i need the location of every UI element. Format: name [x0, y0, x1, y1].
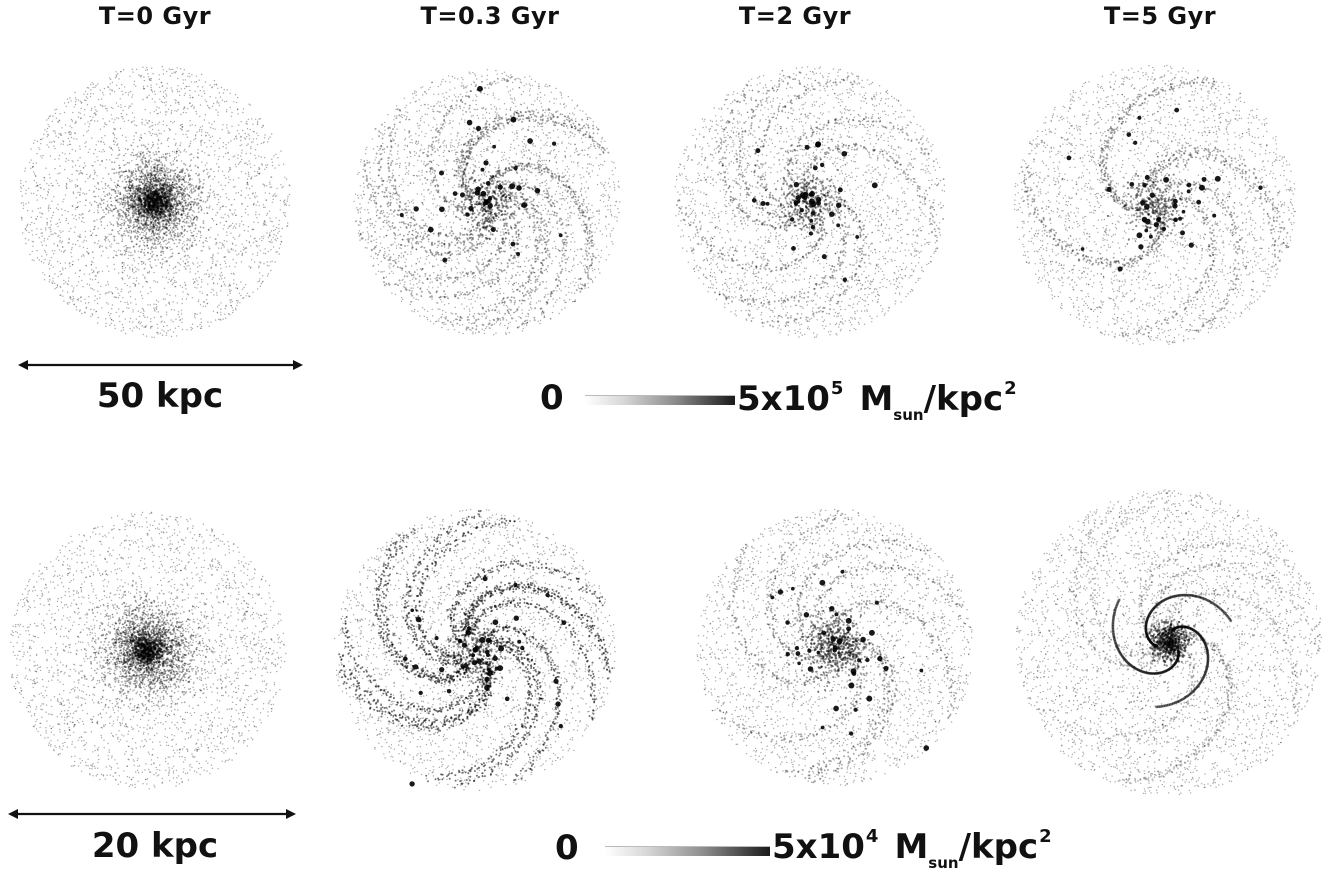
colorbar-max-exponent-row1: 5	[831, 378, 844, 399]
galaxy-panel-row1-t2	[665, 62, 955, 342]
colorbar-unit-main-row1: M	[859, 379, 893, 419]
colorbar-unit-sub-row1: sun	[893, 406, 923, 424]
colorbar-ramp-row2	[605, 846, 770, 856]
galaxy-panel-row2-t03	[330, 505, 620, 795]
column-title-t03: T=0.3 Gyr	[390, 2, 590, 30]
colorbar-unit-main-row2: M	[894, 827, 928, 867]
scale-label-row2: 20 kpc	[45, 826, 265, 866]
galaxy-panel-row1-t03	[345, 65, 630, 340]
colorbar-ramp-row1	[585, 395, 735, 405]
colorbar-unit-exponent-row2: 2	[1039, 826, 1052, 847]
galaxy-panel-row1-t0	[15, 62, 295, 342]
scale-arrow-row1	[18, 359, 303, 371]
scale-arrow-row2	[8, 808, 296, 820]
colorbar-max-value-row2: 5x10	[772, 827, 865, 867]
galaxy-panel-row1-t5	[1005, 60, 1305, 350]
colorbar-max-row1: 5x105 Msun/kpc2	[737, 378, 1017, 424]
galaxy-panel-row2-t5	[1010, 485, 1328, 800]
column-title-t2: T=2 Gyr	[695, 2, 895, 30]
colorbar-unit-rest-row1: /kpc	[924, 379, 1004, 419]
colorbar-min-row1: 0	[540, 378, 564, 418]
scale-label-row1: 50 kpc	[50, 376, 270, 416]
galaxy-panel-row2-t2	[690, 505, 980, 790]
colorbar-max-value-row1: 5x10	[737, 379, 830, 419]
colorbar-unit-rest-row2: /kpc	[959, 827, 1039, 867]
galaxy-panel-row2-t0	[5, 508, 290, 793]
colorbar-min-row2: 0	[555, 828, 579, 868]
column-title-t0: T=0 Gyr	[55, 2, 255, 30]
column-title-t5: T=5 Gyr	[1060, 2, 1260, 30]
colorbar-max-row2: 5x104 Msun/kpc2	[772, 826, 1052, 872]
colorbar-unit-sub-row2: sun	[928, 854, 958, 872]
colorbar-unit-exponent-row1: 2	[1004, 378, 1017, 399]
colorbar-max-exponent-row2: 4	[866, 826, 879, 847]
